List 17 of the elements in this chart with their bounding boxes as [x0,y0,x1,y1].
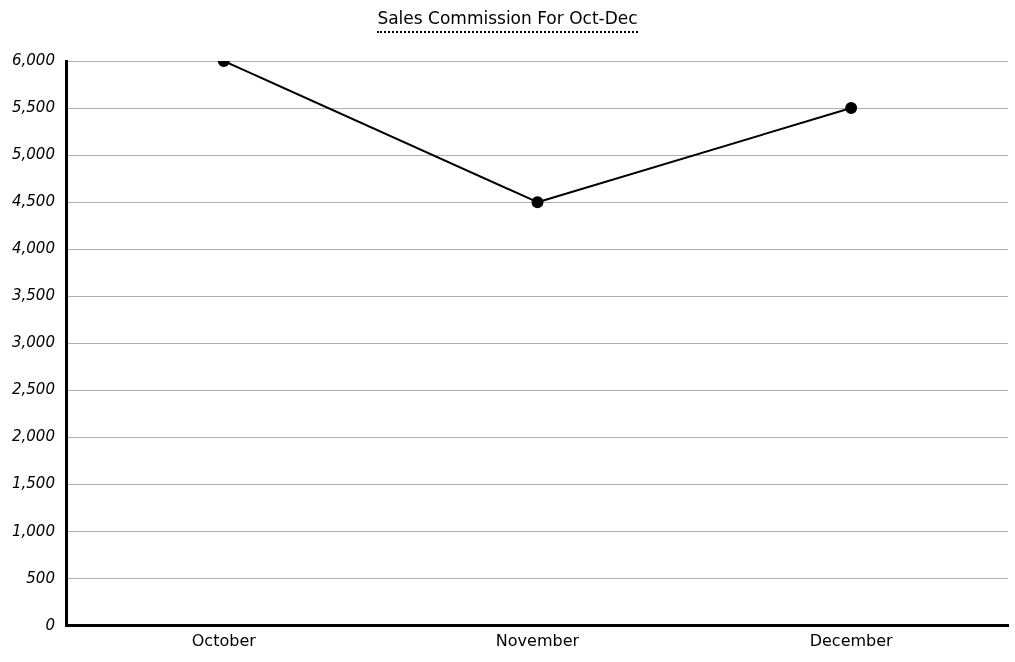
y-tick-label: 2,000 [11,427,55,446]
y-tick-label: 3,500 [11,286,55,305]
y-tick-label: 1,000 [11,521,55,540]
y-tick-label: 3,000 [11,333,55,352]
y-tick-label: 5,500 [11,97,55,116]
y-tick-label: 6,000 [11,50,55,69]
y-tick-label: 2,500 [11,380,55,399]
y-tick-label: 4,500 [11,192,55,211]
x-tick-label: December [809,630,894,650]
y-tick-label: 1,500 [11,474,55,493]
y-tick-label: 5,000 [11,145,55,164]
y-tick-label: 0 [45,615,55,634]
x-tick-label: November [495,630,580,650]
chart-title: Sales Commission For Oct-Dec [377,8,638,33]
y-tick-label: 4,000 [11,239,55,258]
x-tick-label: October [191,630,257,650]
y-tick-label: 500 [26,568,55,587]
